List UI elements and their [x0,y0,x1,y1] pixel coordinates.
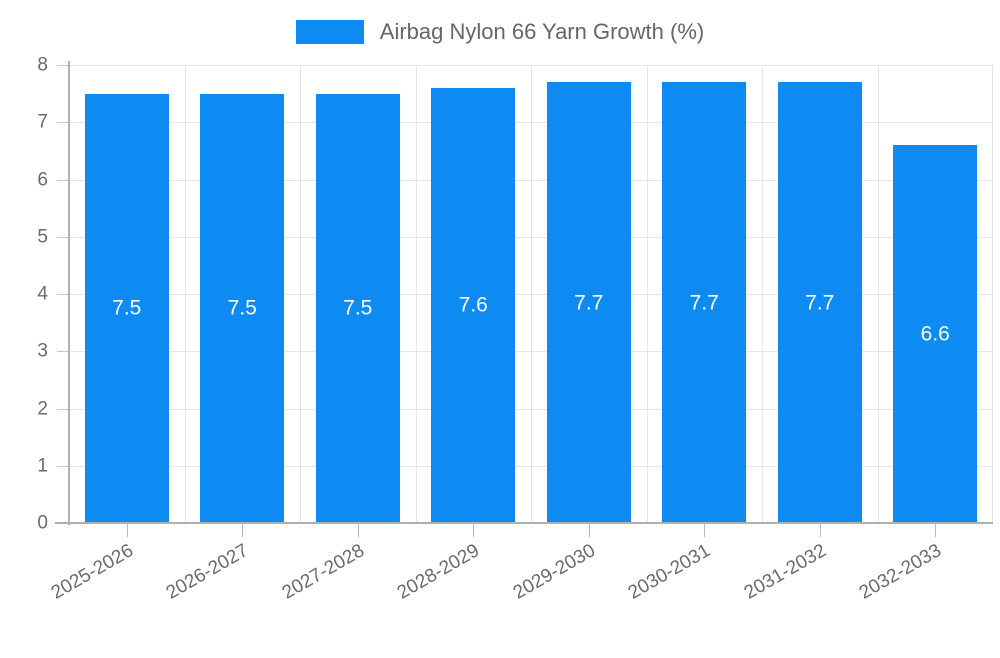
x-axis-line [55,522,993,524]
x-axis-tick-mark [357,523,359,537]
legend-label: Airbag Nylon 66 Yarn Growth (%) [379,19,705,44]
y-axis-tick-label: 3 [37,340,48,362]
bar[interactable] [84,93,169,523]
bar-value-label: 7.5 [227,296,257,320]
bar-value-label: 7.7 [689,291,719,315]
y-axis-tick-mark [57,122,69,124]
bar-value-label: 6.6 [920,322,950,346]
legend-color-swatch-icon [295,20,364,44]
gridline-vertical [300,65,301,523]
gridline-vertical [762,65,763,523]
y-axis-tick-label: 6 [37,169,48,190]
gridline-vertical [415,65,417,523]
y-axis-tick-mark [57,351,69,353]
y-axis-tick-mark [57,465,69,467]
gridline-vertical [646,65,648,523]
bar-value-label: 7.5 [343,296,373,320]
bar-value-label: 7.7 [574,291,604,315]
gridline-vertical [184,65,186,523]
y-axis-tick-label: 8 [37,54,48,76]
y-axis-tick-mark [57,65,69,66]
bar[interactable] [200,93,285,523]
y-axis-tick-mark [57,294,69,295]
y-axis-tick-label: 5 [37,226,48,248]
bar-value-label: 7.6 [458,293,488,317]
bar[interactable] [315,93,400,523]
x-axis-tick-mark [819,523,821,537]
y-axis-line [68,61,70,525]
plot-area: 7.5 7.5 7.5 7.6 7.7 7.7 7.7 6.6 [69,65,993,524]
x-axis-tick-mark [242,523,244,537]
y-axis-tick-label: 7 [37,111,48,133]
bar[interactable] [546,82,631,523]
y-axis-tick-mark [57,236,69,238]
bar-value-label: 7.7 [805,291,835,315]
y-axis-tick-label: 1 [37,455,48,477]
bar[interactable] [777,82,862,523]
x-axis-tick-mark [126,523,128,537]
x-axis-tick-mark [588,523,590,537]
y-axis-tick-label: 4 [37,283,48,305]
x-axis-tick-mark [704,523,706,537]
bar-value-label: 7.5 [112,296,142,320]
gridline-vertical [531,65,532,523]
legend-item-airbag-nylon-66-yarn-growth[interactable]: Airbag Nylon 66 Yarn Growth (%) [295,19,705,44]
y-axis-tick-label: 0 [37,512,48,534]
gridline-vertical [877,65,879,523]
y-axis-tick-mark [57,179,69,181]
bar[interactable] [431,87,516,523]
y-axis-tick-label: 2 [37,398,48,419]
bar[interactable] [662,82,747,523]
chart-legend: Airbag Nylon 66 Yarn Growth (%) [0,14,1000,50]
x-axis-tick-mark [473,523,475,537]
x-axis-tick-mark [935,523,937,537]
bar[interactable] [893,145,978,523]
y-axis-tick-mark [57,408,69,410]
